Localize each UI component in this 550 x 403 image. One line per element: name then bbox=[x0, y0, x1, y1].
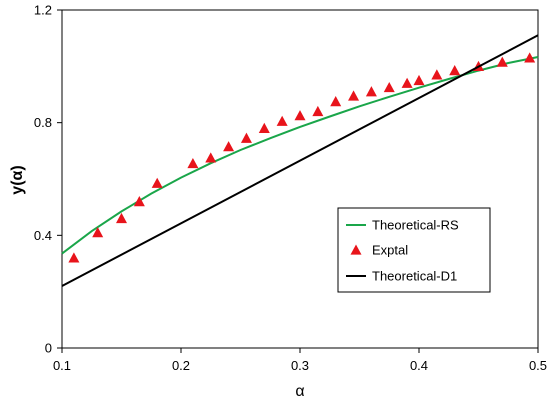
data-point-exptal bbox=[413, 74, 425, 86]
data-point-exptal bbox=[294, 110, 306, 121]
data-point-exptal bbox=[151, 177, 163, 188]
x-tick-label: 0.1 bbox=[53, 358, 71, 373]
data-point-exptal bbox=[240, 132, 252, 143]
data-point-exptal bbox=[133, 196, 145, 207]
data-point-exptal bbox=[68, 252, 80, 263]
series-line-theoretical-d1 bbox=[61, 34, 539, 287]
data-point-exptal bbox=[348, 90, 360, 101]
x-axis-title: α bbox=[295, 383, 304, 400]
x-tick-label: 0.5 bbox=[529, 358, 547, 373]
data-point-exptal bbox=[116, 212, 127, 224]
data-point-exptal bbox=[496, 56, 508, 67]
data-point-exptal bbox=[524, 52, 536, 63]
y-axis-title: y(α) bbox=[9, 165, 26, 194]
legend: Theoretical-RS Exptal Theoretical-D1 bbox=[337, 207, 491, 293]
data-point-exptal bbox=[187, 158, 199, 169]
data-point-exptal bbox=[205, 152, 217, 163]
data-point-exptal bbox=[258, 122, 270, 133]
x-tick-label: 0.4 bbox=[410, 358, 428, 373]
y-tick-label: 0 bbox=[45, 341, 52, 356]
data-point-exptal bbox=[92, 227, 104, 238]
x-tick-label: 0.2 bbox=[172, 358, 190, 373]
data-point-exptal bbox=[431, 69, 443, 80]
axis-ticks: 0.1 0.2 0.3 0.4 0.5 0 0.4 0.8 1.2 bbox=[34, 3, 547, 374]
data-point-exptal bbox=[383, 81, 395, 93]
series-group bbox=[61, 34, 539, 287]
data-point-exptal bbox=[365, 86, 377, 97]
y-tick-label: 0.8 bbox=[34, 115, 52, 130]
legend-box bbox=[337, 207, 491, 293]
data-point-exptal bbox=[330, 96, 342, 107]
legend-label: Exptal bbox=[372, 243, 408, 258]
data-point-exptal bbox=[312, 105, 324, 117]
data-point-exptal bbox=[449, 65, 461, 76]
data-point-exptal bbox=[223, 141, 235, 152]
data-point-exptal bbox=[401, 77, 413, 88]
legend-label: Theoretical-RS bbox=[372, 218, 459, 233]
legend-label: Theoretical-D1 bbox=[372, 269, 457, 284]
y-tick-label: 1.2 bbox=[34, 3, 52, 18]
plot-area-frame bbox=[61, 9, 539, 349]
data-point-exptal bbox=[276, 115, 288, 126]
legend-swatch-exptal bbox=[350, 244, 362, 255]
y-tick-label: 0.4 bbox=[34, 228, 52, 243]
x-tick-label: 0.3 bbox=[291, 358, 309, 373]
